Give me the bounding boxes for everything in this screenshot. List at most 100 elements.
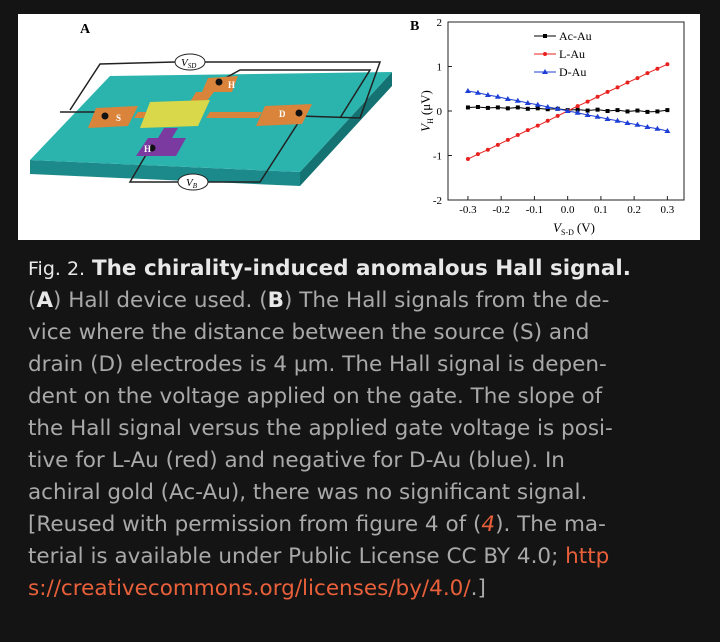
- data-point: [624, 120, 631, 126]
- data-point: [614, 117, 621, 123]
- data-point: [575, 104, 580, 109]
- y-tick-label: -2: [433, 195, 442, 207]
- chart: B VS-D (V) VH(μV) -2 -1 0 1 2 -0.3 -0.2 -0.1 0.0 0…: [410, 17, 685, 237]
- x-tick-label: 0.1: [594, 204, 608, 216]
- y-tick-label: 0: [437, 106, 443, 118]
- license-link[interactable]: http: [565, 544, 610, 569]
- data-point: [542, 69, 548, 74]
- data-point: [475, 152, 480, 157]
- electrode-label: S: [116, 113, 121, 123]
- data-point: [485, 147, 490, 152]
- data-point: [584, 112, 591, 118]
- text: [Reused with permission from figure 4 of…: [28, 512, 482, 537]
- data-point: [625, 80, 630, 85]
- electrode-label: H: [144, 144, 151, 154]
- x-tick-label: 0.0: [561, 204, 575, 216]
- data-point: [465, 105, 470, 110]
- data-point: [544, 103, 551, 109]
- reference-link[interactable]: 4: [481, 512, 496, 537]
- text: A: [36, 288, 54, 313]
- legend-label: Ac-Au: [559, 29, 592, 43]
- caption-line: the Hall signal versus the applied gate …: [28, 416, 613, 441]
- x-tick-label: -0.2: [492, 204, 509, 216]
- electrode-label: D: [279, 109, 286, 119]
- data-point: [615, 85, 620, 90]
- data-point: [625, 109, 630, 114]
- caption-heading: Fig. 2. The chirality-induced anomalous …: [28, 254, 631, 284]
- data-point: [585, 99, 590, 104]
- data-point: [464, 87, 471, 93]
- caption-line: (A) Hall device used. (B) The Hall signa…: [28, 286, 609, 316]
- caption-line: vice where the distance between the sour…: [28, 320, 590, 345]
- data-point: [604, 116, 611, 122]
- x-tick-label: -0.3: [459, 204, 477, 216]
- data-point: [495, 105, 500, 110]
- data-point: [645, 109, 650, 114]
- panel-label: B: [410, 19, 419, 34]
- data-point: [664, 128, 671, 134]
- data-point: [484, 91, 491, 97]
- data-point: [535, 106, 540, 111]
- x-tick-label: -0.1: [526, 204, 543, 216]
- data-point: [474, 89, 481, 95]
- data-point: [555, 113, 560, 118]
- caption-line: terial is available under Public License…: [28, 542, 609, 572]
- caption-title: The chirality-induced anomalous Hall sig…: [91, 256, 631, 281]
- y-axis-label: VH(μV): [418, 90, 435, 132]
- data-point: [665, 62, 670, 67]
- data-point: [654, 125, 661, 131]
- data-point: [635, 108, 640, 113]
- data-point: [655, 66, 660, 71]
- data-point: [605, 89, 610, 94]
- figure: A S D H H VSD VB B VS-D (V) VH(: [18, 14, 700, 240]
- data-point: [594, 113, 601, 119]
- data-point: [495, 142, 500, 147]
- data-point: [564, 108, 571, 113]
- text: B: [267, 288, 284, 313]
- data-point: [574, 109, 581, 115]
- panel-label: A: [80, 22, 91, 37]
- data-point: [655, 109, 660, 114]
- license-link[interactable]: s://creativecommons.org/licenses/by/4.0/: [28, 576, 471, 601]
- text: ) Hall device used. (: [53, 288, 268, 313]
- device-diagram: A S D H H VSD VB: [30, 22, 392, 191]
- legend-label: L-Au: [559, 47, 585, 61]
- data-point: [475, 104, 480, 109]
- data-point: [575, 107, 580, 112]
- caption-line: [Reused with permission from figure 4 of…: [28, 510, 606, 540]
- data-point: [465, 157, 470, 162]
- data-point: [665, 108, 670, 113]
- data-point: [535, 123, 540, 128]
- caption-line: tive for L-Au (red) and negative for D-A…: [28, 448, 565, 473]
- figure-label: Fig. 2.: [28, 258, 86, 280]
- text: .]: [470, 576, 486, 601]
- text: (: [28, 288, 37, 313]
- legend-label: D-Au: [559, 65, 586, 79]
- text: ). The ma-: [495, 512, 606, 537]
- data-point: [514, 97, 521, 103]
- data-point: [554, 105, 561, 111]
- caption-line: s://creativecommons.org/licenses/by/4.0/…: [28, 574, 486, 604]
- data-point: [515, 133, 520, 138]
- x-tick-label: 0.3: [661, 204, 675, 216]
- text: ) The Hall signals from the de-: [283, 288, 610, 313]
- y-tick-label: -1: [433, 151, 442, 163]
- data-point: [595, 94, 600, 99]
- data-point: [545, 118, 550, 123]
- caption-line: achiral gold (Ac-Au), there was no signi…: [28, 480, 588, 505]
- data-point: [615, 108, 620, 113]
- caption-line: drain (D) electrodes is 4 μm. The Hall s…: [28, 352, 607, 377]
- data-point: [524, 99, 531, 105]
- data-point: [543, 52, 547, 56]
- text: terial is available under Public License…: [28, 544, 566, 569]
- electrode-label: H: [228, 80, 235, 90]
- x-axis-label: VS-D (V): [553, 220, 595, 237]
- data-point: [634, 121, 641, 127]
- data-point: [525, 106, 530, 111]
- data-point: [504, 95, 511, 101]
- y-tick-label: 2: [437, 17, 443, 29]
- data-point: [585, 108, 590, 113]
- data-point: [534, 101, 541, 107]
- data-point: [595, 107, 600, 112]
